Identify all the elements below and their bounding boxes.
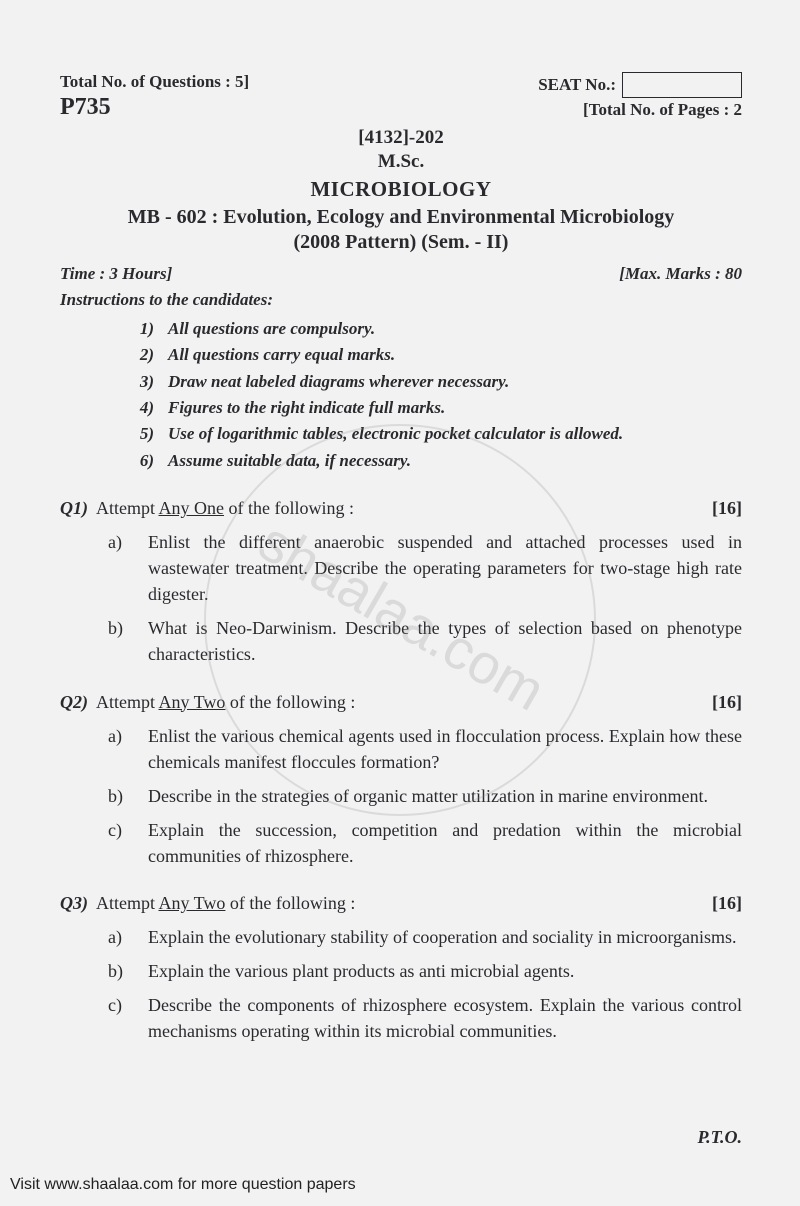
degree: M.Sc. — [60, 151, 742, 173]
question-block: Q3) Attempt Any Two of the following : [16… — [60, 893, 742, 1044]
max-marks: [Max. Marks : 80 — [619, 264, 742, 284]
instruction-text: Draw neat labeled diagrams wherever nece… — [168, 369, 509, 395]
sub-text: Describe in the strategies of organic ma… — [148, 783, 742, 809]
question-prompt-post: of the following : — [224, 498, 354, 518]
total-pages: [Total No. of Pages : 2 — [538, 100, 742, 120]
sub-label: b) — [108, 783, 130, 809]
question-head: Q2) Attempt Any Two of the following : [16… — [60, 692, 742, 713]
instructions-list: 1) All questions are compulsory. 2) All que… — [132, 316, 742, 474]
question-prompt-underline: Any One — [159, 498, 225, 518]
paper-code: P735 — [60, 94, 249, 121]
instruction-number: 2) — [132, 342, 154, 368]
sub-text: Explain the evolutionary stability of co… — [148, 924, 742, 950]
question-prompt: Q2) Attempt Any Two of the following : — [60, 692, 700, 713]
instruction-text: Figures to the right indicate full marks… — [168, 395, 445, 421]
sub-item: b) Describe in the strategies of organic … — [108, 783, 742, 809]
question-block: Q2) Attempt Any Two of the following : [16… — [60, 692, 742, 869]
question-label: Q1) — [60, 498, 88, 518]
meta-row: Time : 3 Hours] [Max. Marks : 80 — [60, 264, 742, 284]
sub-item: b) What is Neo-Darwinism. Describe the ty… — [108, 615, 742, 667]
sub-text: Describe the components of rhizosphere e… — [148, 992, 742, 1044]
sub-item: a)Enlist the different anaerobic suspend… — [108, 529, 742, 607]
sub-item: a) Explain the evolutionary stability of … — [108, 924, 742, 950]
seat-label: SEAT No.: — [538, 75, 616, 95]
header-top-row: Total No. of Questions : 5] P735 SEAT No… — [60, 72, 742, 121]
questions-container: Q1) Attempt Any One of the following : [16… — [60, 498, 742, 1044]
question-marks: [16] — [712, 893, 742, 914]
sub-item: c) Explain the succession, competition an… — [108, 817, 742, 869]
sub-text: What is Neo-Darwinism. Describe the type… — [148, 615, 742, 667]
instructions-heading: Instructions to the candidates: — [60, 290, 742, 310]
question-prompt: Q1) Attempt Any One of the following : — [60, 498, 700, 519]
instruction-item: 6) Assume suitable data, if necessary. — [132, 448, 742, 474]
total-questions-text: Total No. of Questions : 5] — [60, 72, 249, 92]
sub-list: a) Explain the evolutionary stability of … — [108, 924, 742, 1044]
seat-row: SEAT No.: — [538, 72, 742, 98]
seat-box[interactable] — [622, 72, 742, 98]
instruction-number: 3) — [132, 369, 154, 395]
sub-list: a) Enlist the various chemical agents use… — [108, 723, 742, 869]
question-prompt-pre: Attempt — [96, 498, 159, 518]
sub-label: c) — [108, 992, 130, 1044]
sub-list: a)Enlist the different anaerobic suspend… — [108, 529, 742, 667]
sub-label: c) — [108, 817, 130, 869]
instruction-item: 5) Use of logarithmic tables, electronic … — [132, 421, 742, 447]
instruction-item: 3) Draw neat labeled diagrams wherever ne… — [132, 369, 742, 395]
question-label: Q3) — [60, 893, 88, 913]
total-questions: Total No. of Questions : 5] P735 — [60, 72, 249, 121]
question-label: Q2) — [60, 692, 88, 712]
instruction-text: All questions carry equal marks. — [168, 342, 395, 368]
course-title: MB - 602 : Evolution, Ecology and Enviro… — [60, 206, 742, 229]
sub-label: a) — [108, 924, 130, 950]
instruction-text: Assume suitable data, if necessary. — [168, 448, 411, 474]
question-head: Q1) Attempt Any One of the following : [16… — [60, 498, 742, 519]
time: Time : 3 Hours] — [60, 264, 172, 284]
question-marks: [16] — [712, 692, 742, 713]
sub-text: Explain the succession, competition and … — [148, 817, 742, 869]
question-prompt-pre: Attempt — [96, 692, 159, 712]
instruction-text: All questions are compulsory. — [168, 316, 375, 342]
title-block: [4132]-202 M.Sc. MICROBIOLOGY MB - 602 :… — [60, 127, 742, 254]
sub-text: Enlist the various chemical agents used … — [148, 723, 742, 775]
sub-label: b) — [108, 615, 130, 667]
sub-text: Enlist the different anaerobic suspended… — [148, 529, 742, 607]
sub-label: b) — [108, 958, 130, 984]
instruction-item: 4) Figures to the right indicate full mar… — [132, 395, 742, 421]
question-prompt-underline: Any Two — [159, 692, 226, 712]
instruction-item: 1) All questions are compulsory. — [132, 316, 742, 342]
pto: P.T.O. — [697, 1127, 742, 1148]
sub-item: c) Describe the components of rhizosphere… — [108, 992, 742, 1044]
question-marks: [16] — [712, 498, 742, 519]
instruction-text: Use of logarithmic tables, electronic po… — [168, 421, 623, 447]
question-prompt-post: of the following : — [225, 692, 355, 712]
header-right: SEAT No.: [Total No. of Pages : 2 — [538, 72, 742, 120]
question-prompt-pre: Attempt — [96, 893, 159, 913]
footer-visit: Visit www.shaalaa.com for more question … — [10, 1176, 356, 1194]
pattern: (2008 Pattern) (Sem. - II) — [60, 231, 742, 254]
paper-number: [4132]-202 — [60, 127, 742, 149]
sub-item: a) Enlist the various chemical agents use… — [108, 723, 742, 775]
sub-item: b) Explain the various plant products as … — [108, 958, 742, 984]
instruction-number: 6) — [132, 448, 154, 474]
instruction-item: 2) All questions carry equal marks. — [132, 342, 742, 368]
sub-label: a) — [108, 723, 130, 775]
question-head: Q3) Attempt Any Two of the following : [16… — [60, 893, 742, 914]
instruction-number: 1) — [132, 316, 154, 342]
sub-label: a) — [108, 529, 130, 607]
instruction-number: 5) — [132, 421, 154, 447]
sub-text: Explain the various plant products as an… — [148, 958, 742, 984]
question-prompt: Q3) Attempt Any Two of the following : — [60, 893, 700, 914]
question-prompt-underline: Any Two — [159, 893, 226, 913]
subject: MICROBIOLOGY — [60, 177, 742, 202]
question-prompt-post: of the following : — [225, 893, 355, 913]
question-block: Q1) Attempt Any One of the following : [16… — [60, 498, 742, 667]
instruction-number: 4) — [132, 395, 154, 421]
